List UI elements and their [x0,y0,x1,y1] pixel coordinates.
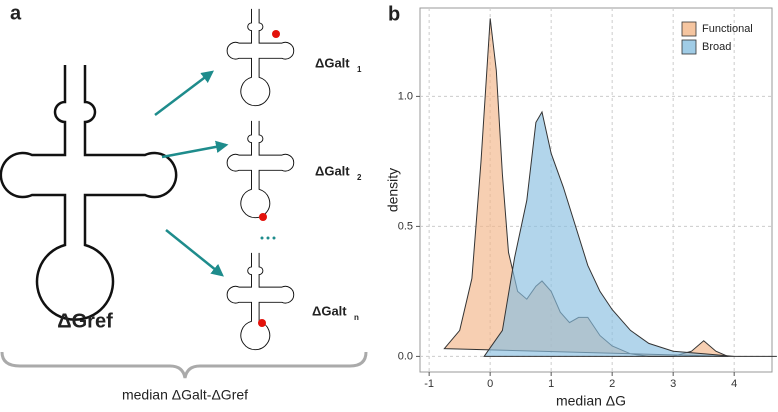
alternative-structure [226,252,295,351]
alternative-structure [226,120,295,221]
x-tick-label: 3 [670,378,676,390]
bracket-label: median ΔGalt-ΔGref [122,387,248,403]
alt-subscript: 1 [357,65,362,74]
alt-label: ΔGalt [312,303,347,318]
panel-label: b [388,3,400,25]
alt-subscript: 2 [357,173,362,182]
alt-label: ΔGalt [315,163,350,178]
panel-label: a [10,2,22,24]
alt-label: ΔGalt [315,55,350,70]
arrow [161,140,229,159]
alternative-structure [226,8,295,107]
reference-structure [0,63,178,321]
arrow [154,70,214,116]
y-tick-label: 0.0 [398,350,413,362]
x-tick-label: 4 [731,378,737,390]
x-tick-label: 2 [609,378,615,390]
density-area [483,110,777,357]
alt-subscript: n [354,313,359,322]
x-tick-label: -1 [424,378,434,390]
legend-label: Functional [702,23,753,35]
y-tick-label: 1.0 [398,90,413,102]
arrow [165,229,224,277]
legend-swatch [681,39,697,55]
y-axis-label: density [385,168,401,212]
x-tick-label: 0 [487,378,493,390]
ellipsis [260,236,276,240]
legend-swatch [681,21,697,37]
y-tick-label: 0.5 [398,220,413,232]
density-plot: -1 0 1 2 3 4 0.0 0.5 1.0 median ΔG density Function… [385,7,777,409]
reference-label: ΔGref [57,310,113,332]
bracket [0,351,368,379]
x-tick-label: 1 [548,378,554,390]
x-axis-label: median ΔG [556,393,626,409]
legend-label: Broad [702,41,731,53]
